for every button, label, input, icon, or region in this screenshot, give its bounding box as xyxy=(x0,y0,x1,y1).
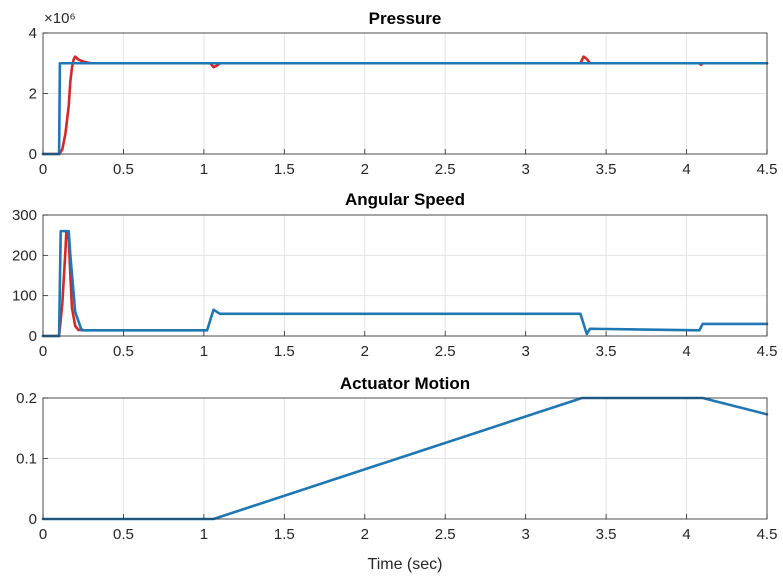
actuator-motion-x-tick-label: 1 xyxy=(200,526,208,543)
actuator-motion-panel: Actuator Motion 0 0.5 1 1.5 2 2.5 3 3.5 4 4.5 0 0.… xyxy=(16,374,777,573)
angular-speed-x-tick-label: 2.5 xyxy=(435,343,456,360)
angular-speed-y-tick-label: 0 xyxy=(29,328,37,345)
angular-speed-y-tick-label: 300 xyxy=(12,207,37,224)
actuator-motion-y-tick-label: 0.1 xyxy=(16,451,37,468)
angular-speed-y-tick-label: 200 xyxy=(12,247,37,264)
pressure-series-line-1 xyxy=(41,55,769,156)
angular-speed-y-ticks: 0 100 200 300 xyxy=(12,207,48,345)
pressure-x-tick-label: 1 xyxy=(200,161,208,178)
angular-speed-x-tick-label: 4 xyxy=(682,343,690,360)
pressure-x-tick-label: 1.5 xyxy=(274,161,295,178)
angular-speed-y-tick-label: 100 xyxy=(12,288,37,305)
pressure-y-tick-label: 0 xyxy=(29,146,37,163)
actuator-motion-y-tick-label: 0 xyxy=(29,511,37,528)
pressure-grid xyxy=(42,32,768,155)
angular-speed-axes-box xyxy=(42,214,768,337)
pressure-x-tick-label: 3 xyxy=(521,161,529,178)
actuator-motion-title: Actuator Motion xyxy=(340,374,470,393)
pressure-x-tick-label: 2.5 xyxy=(435,161,456,178)
pressure-x-tick-label: 4 xyxy=(682,161,690,178)
pressure-series-line-2 xyxy=(41,61,769,156)
pressure-x-tick-label: 0 xyxy=(39,161,47,178)
angular-speed-x-tick-label: 1 xyxy=(200,343,208,360)
angular-speed-x-tick-label: 3 xyxy=(521,343,529,360)
pressure-x-tick-label: 0.5 xyxy=(113,161,134,178)
pressure-exponent-label: ×10⁶ xyxy=(44,10,76,27)
pressure-x-tick-label: 3.5 xyxy=(596,161,617,178)
angular-speed-grid xyxy=(42,214,768,337)
actuator-motion-x-tick-label: 0.5 xyxy=(113,526,134,543)
angular-speed-x-tick-label: 1.5 xyxy=(274,343,295,360)
angular-speed-x-tick-label: 0.5 xyxy=(113,343,134,360)
pressure-title: Pressure xyxy=(369,9,442,28)
actuator-motion-y-ticks: 0 0.1 0.2 xyxy=(16,390,48,528)
pressure-y-tick-label: 2 xyxy=(29,86,37,103)
actuator-motion-x-tick-label: 3.5 xyxy=(596,526,617,543)
pressure-x-tick-label: 4.5 xyxy=(757,161,778,178)
angular-speed-x-tick-label: 0 xyxy=(39,343,47,360)
pressure-y-tick-label: 4 xyxy=(29,25,37,42)
angular-speed-x-ticks: 0 0.5 1 1.5 2 2.5 3 3.5 4 4.5 xyxy=(39,331,778,360)
angular-speed-x-tick-label: 2 xyxy=(361,343,369,360)
actuator-motion-x-tick-label: 2.5 xyxy=(435,526,456,543)
actuator-motion-x-tick-label: 1.5 xyxy=(274,526,295,543)
pressure-x-ticks: 0 0.5 1 1.5 2 2.5 3 3.5 4 4.5 xyxy=(39,149,778,178)
actuator-motion-x-tick-label: 2 xyxy=(361,526,369,543)
x-axis-label: Time (sec) xyxy=(368,556,443,573)
pressure-y-ticks: 0 2 4 xyxy=(29,25,48,163)
actuator-motion-x-ticks: 0 0.5 1 1.5 2 2.5 3 3.5 4 4.5 xyxy=(39,514,778,543)
angular-speed-x-tick-label: 3.5 xyxy=(596,343,617,360)
actuator-motion-x-tick-label: 3 xyxy=(521,526,529,543)
angular-speed-panel: Angular Speed 0 0.5 1 1.5 2 2.5 3 3.5 4 4.5 0 100 2… xyxy=(12,190,777,360)
angular-speed-series-line-2 xyxy=(41,229,769,338)
angular-speed-series xyxy=(41,229,769,338)
angular-speed-x-tick-label: 4.5 xyxy=(757,343,778,360)
pressure-x-tick-label: 2 xyxy=(361,161,369,178)
pressure-panel: Pressure ×10⁶ 0 0.5 1 1.5 2 2.5 3 3.5 4 4.5 0 2 4 xyxy=(29,9,778,178)
actuator-motion-grid xyxy=(42,397,768,520)
angular-speed-title: Angular Speed xyxy=(345,190,465,209)
actuator-motion-x-tick-label: 4.5 xyxy=(757,526,778,543)
actuator-motion-y-tick-label: 0.2 xyxy=(16,390,37,407)
actuator-motion-x-tick-label: 0 xyxy=(39,526,47,543)
actuator-motion-x-tick-label: 4 xyxy=(682,526,690,543)
pressure-series xyxy=(41,55,769,156)
